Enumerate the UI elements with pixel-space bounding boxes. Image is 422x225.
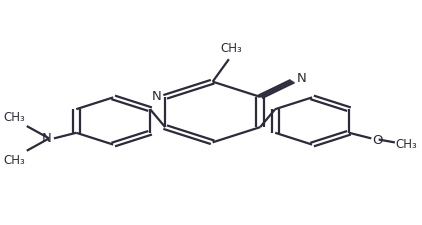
Text: O: O — [372, 133, 383, 146]
Text: CH₃: CH₃ — [4, 154, 25, 167]
Text: N: N — [151, 90, 161, 103]
Text: N: N — [297, 72, 306, 85]
Text: CH₃: CH₃ — [4, 111, 25, 124]
Text: CH₃: CH₃ — [396, 137, 417, 150]
Text: N: N — [42, 131, 52, 144]
Text: CH₃: CH₃ — [220, 41, 242, 54]
